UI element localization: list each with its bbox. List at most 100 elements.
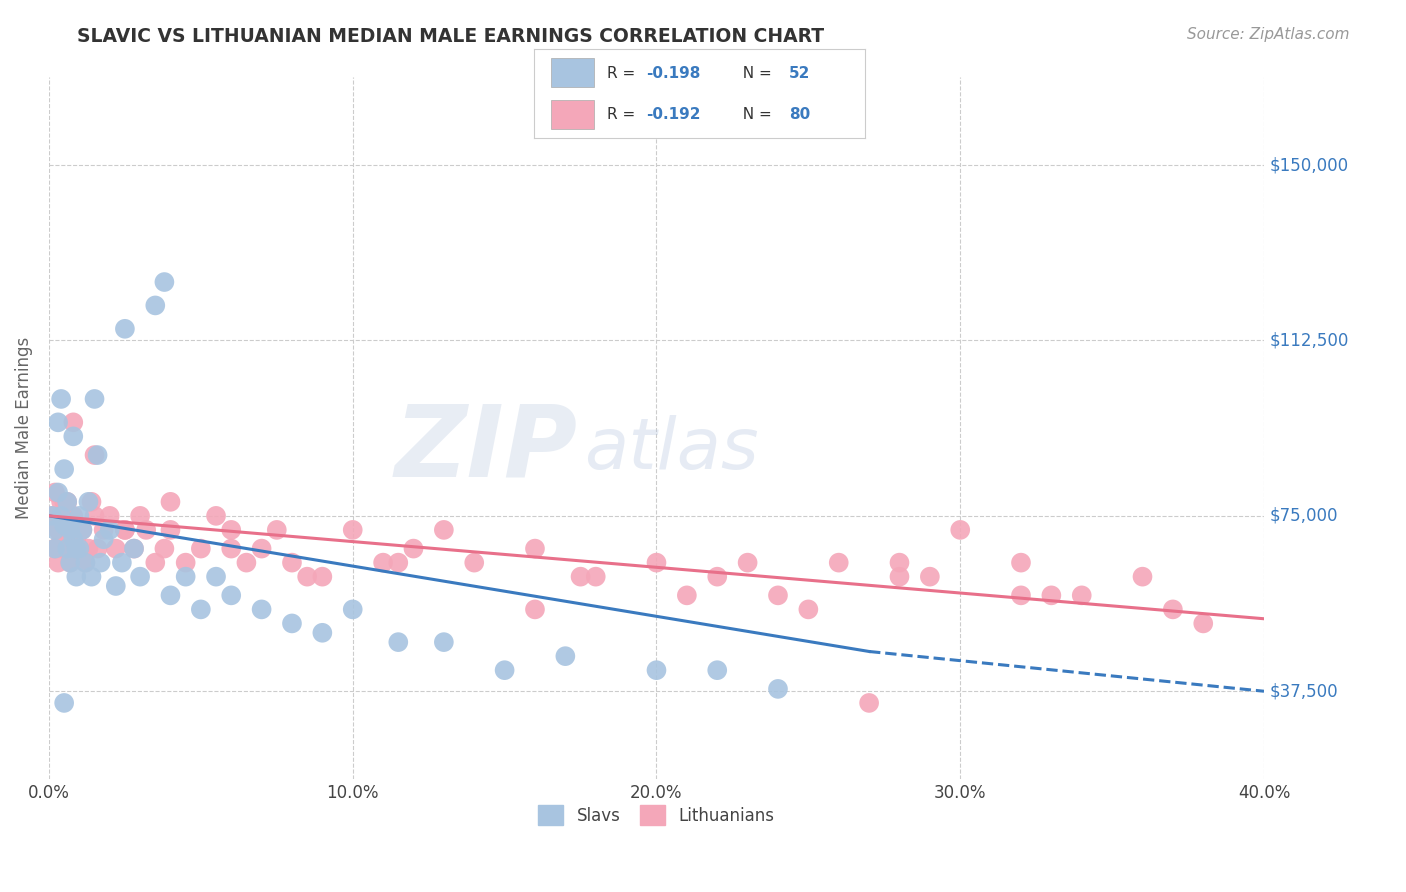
Text: R =: R = <box>607 66 640 80</box>
Point <box>174 569 197 583</box>
Point <box>235 556 257 570</box>
Point <box>72 523 94 537</box>
Point <box>59 556 82 570</box>
Text: atlas: atlas <box>583 415 758 483</box>
Point <box>205 569 228 583</box>
Point <box>143 298 166 312</box>
Text: R =: R = <box>607 107 640 121</box>
Text: $150,000: $150,000 <box>1270 156 1350 174</box>
Point <box>49 392 72 406</box>
Point <box>342 523 364 537</box>
Point <box>523 541 546 556</box>
Point <box>523 602 546 616</box>
Point <box>281 616 304 631</box>
Point <box>153 275 176 289</box>
Point <box>311 625 333 640</box>
Y-axis label: Median Male Earnings: Median Male Earnings <box>15 337 32 519</box>
Point <box>159 495 181 509</box>
Point <box>44 523 66 537</box>
Point <box>49 508 72 523</box>
Point <box>44 485 66 500</box>
Point <box>402 541 425 556</box>
Point <box>250 541 273 556</box>
Point <box>53 462 76 476</box>
Point <box>67 508 90 523</box>
Point <box>65 569 87 583</box>
Point <box>53 696 76 710</box>
Point <box>295 569 318 583</box>
Text: $112,500: $112,500 <box>1270 332 1350 350</box>
Point <box>104 541 127 556</box>
Point <box>56 495 79 509</box>
Point <box>463 556 485 570</box>
Point <box>949 523 972 537</box>
Point <box>72 523 94 537</box>
Text: SLAVIC VS LITHUANIAN MEDIAN MALE EARNINGS CORRELATION CHART: SLAVIC VS LITHUANIAN MEDIAN MALE EARNING… <box>77 27 824 45</box>
Point <box>56 495 79 509</box>
Point <box>111 556 134 570</box>
FancyBboxPatch shape <box>551 58 593 87</box>
Point <box>75 556 97 570</box>
Point <box>645 663 668 677</box>
Point <box>554 649 576 664</box>
Point <box>53 541 76 556</box>
Point <box>129 508 152 523</box>
Point <box>737 556 759 570</box>
Point <box>1070 588 1092 602</box>
Point <box>219 523 242 537</box>
Point <box>83 508 105 523</box>
Point <box>62 533 84 547</box>
Point <box>676 588 699 602</box>
Point <box>98 523 121 537</box>
Point <box>828 556 851 570</box>
Point <box>41 508 63 523</box>
Point <box>585 569 607 583</box>
Text: N =: N = <box>733 66 776 80</box>
Text: 52: 52 <box>789 66 810 80</box>
Legend: Slavs, Lithuanians: Slavs, Lithuanians <box>530 797 783 834</box>
Text: -0.192: -0.192 <box>647 107 702 121</box>
Text: $75,000: $75,000 <box>1270 507 1339 524</box>
Point <box>83 448 105 462</box>
Point <box>83 392 105 406</box>
Point <box>387 556 409 570</box>
Text: -0.198: -0.198 <box>647 66 702 80</box>
Point <box>1161 602 1184 616</box>
Point <box>49 533 72 547</box>
Point <box>219 541 242 556</box>
Point <box>77 541 100 556</box>
Point <box>1132 569 1154 583</box>
Text: ZIP: ZIP <box>395 401 578 498</box>
Point <box>67 541 90 556</box>
Point <box>1010 588 1032 602</box>
Point <box>53 508 76 523</box>
Text: $37,500: $37,500 <box>1270 682 1339 700</box>
Point <box>706 569 728 583</box>
Point <box>371 556 394 570</box>
Point <box>46 523 69 537</box>
Point <box>342 602 364 616</box>
Point <box>159 523 181 537</box>
Point <box>143 556 166 570</box>
Point <box>53 495 76 509</box>
Point <box>766 681 789 696</box>
Point <box>129 569 152 583</box>
Point <box>62 508 84 523</box>
Point <box>219 588 242 602</box>
Point <box>569 569 592 583</box>
Point <box>77 495 100 509</box>
Point <box>766 588 789 602</box>
Point <box>266 523 288 537</box>
Point <box>65 541 87 556</box>
Point <box>114 322 136 336</box>
Point <box>75 556 97 570</box>
Point <box>205 508 228 523</box>
Point <box>433 523 456 537</box>
Point <box>311 569 333 583</box>
Point <box>190 602 212 616</box>
Point <box>80 569 103 583</box>
Point <box>59 523 82 537</box>
Point <box>46 485 69 500</box>
Point <box>889 569 911 583</box>
Point <box>645 556 668 570</box>
